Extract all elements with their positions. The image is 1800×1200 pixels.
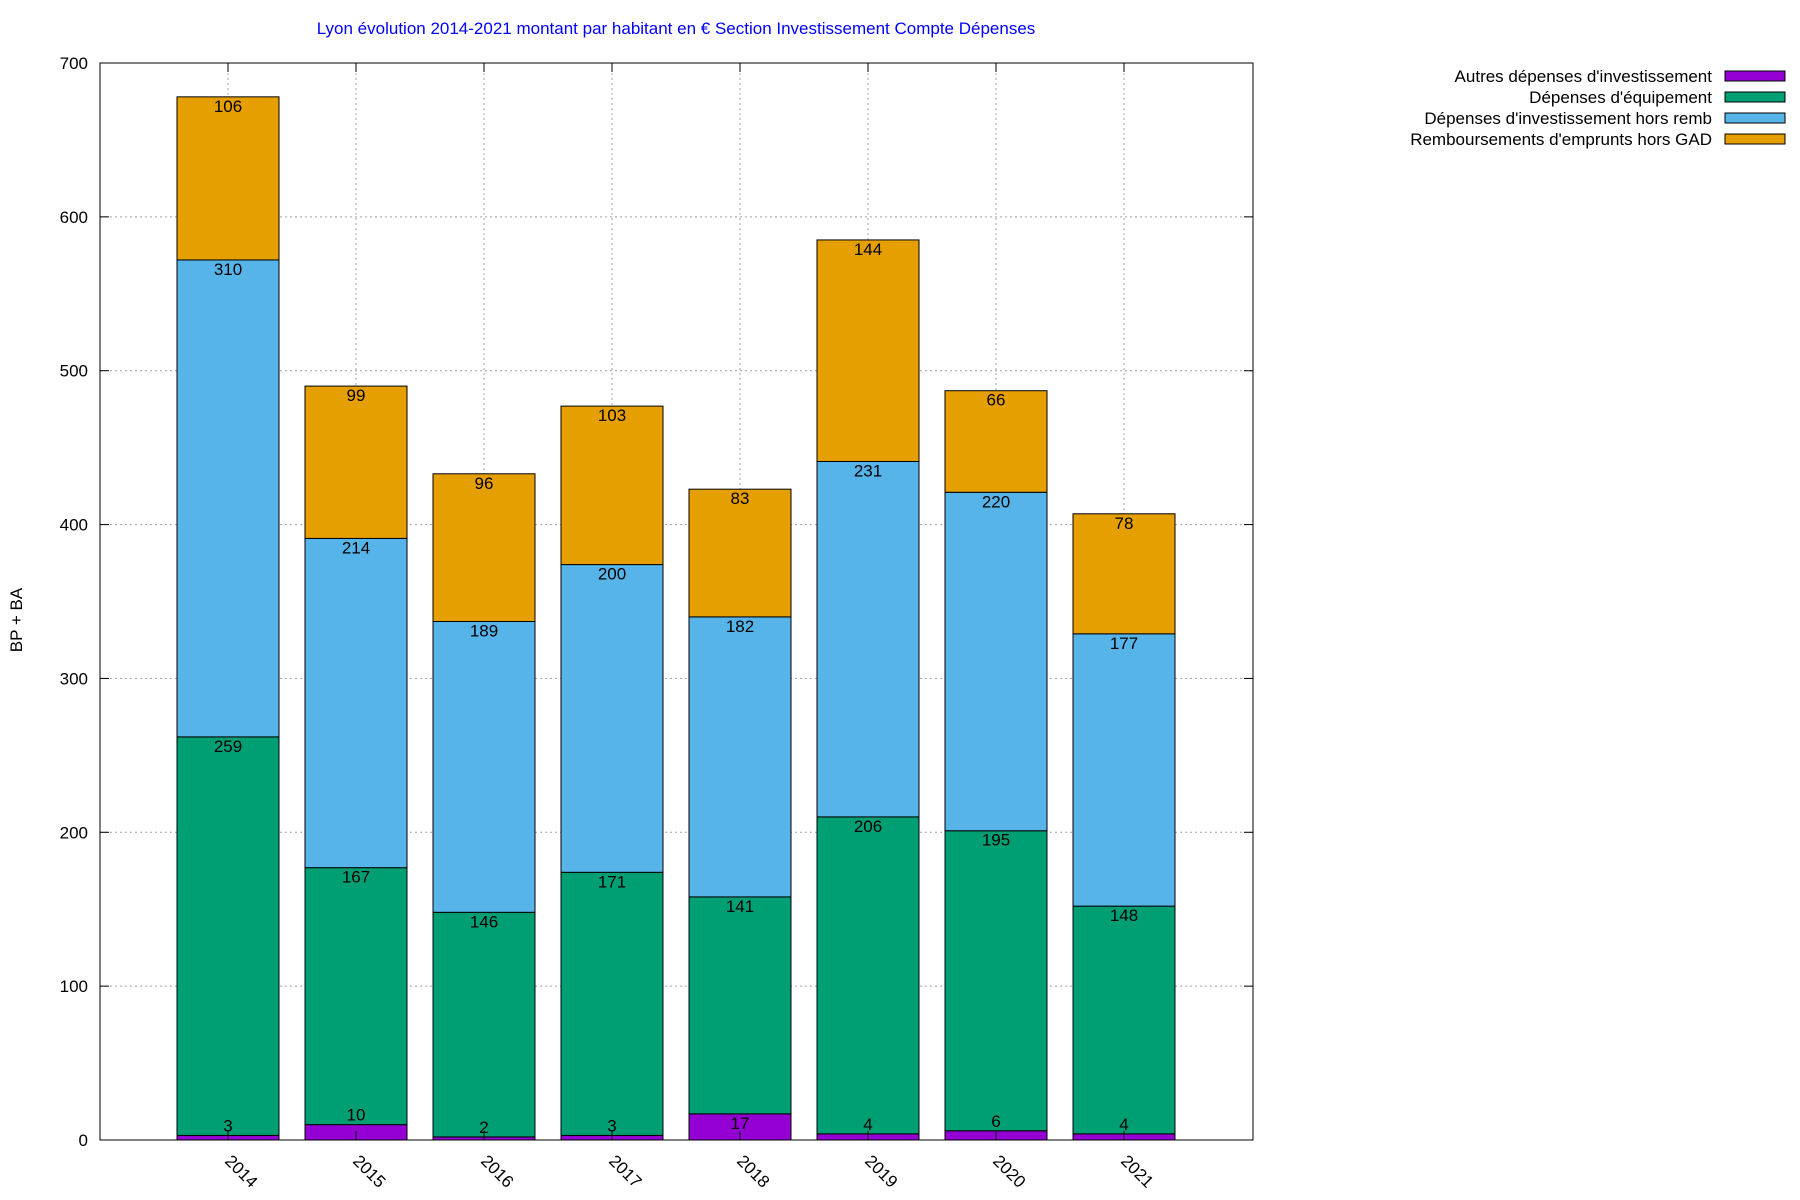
legend-label: Autres dépenses d'investissement	[1455, 67, 1713, 86]
data-label: 4	[863, 1115, 872, 1134]
y-tick-label: 700	[60, 54, 88, 73]
bar-segment	[304, 537, 408, 869]
y-tick-label: 300	[60, 669, 88, 688]
data-label: 214	[342, 538, 370, 557]
data-label: 99	[347, 386, 366, 405]
data-label: 4	[1119, 1115, 1128, 1134]
x-tick-label: 2015	[349, 1151, 389, 1191]
legend-swatch	[1724, 70, 1786, 82]
bar-segment	[944, 830, 1048, 1132]
bar-segment	[1072, 905, 1176, 1135]
bar-segment	[688, 896, 792, 1115]
data-label: 259	[214, 737, 242, 756]
y-axis-ticks: 0 100 200 300 400 500 600 700	[60, 54, 1253, 1150]
data-label: 3	[223, 1116, 232, 1135]
y-axis-label: BP + BA	[7, 587, 26, 652]
legend-label: Remboursements d'emprunts hors GAD	[1410, 130, 1712, 149]
bar-segment	[176, 259, 280, 738]
data-label: 189	[470, 622, 498, 641]
bar-segment	[816, 816, 920, 1135]
data-label: 200	[598, 565, 626, 584]
bar-segment	[944, 390, 1048, 493]
bar-segment	[304, 385, 408, 539]
data-label: 182	[726, 617, 754, 636]
bar-segment	[560, 871, 664, 1136]
data-label: 167	[342, 868, 370, 887]
legend-swatch	[1724, 112, 1786, 124]
data-label: 6	[991, 1112, 1000, 1131]
data-label: 310	[214, 260, 242, 279]
bar-segment	[944, 491, 1048, 832]
bar-segment	[688, 488, 792, 618]
data-label: 3	[607, 1116, 616, 1135]
data-label: 195	[982, 831, 1010, 850]
x-tick-label: 2016	[477, 1151, 517, 1191]
data-label: 17	[731, 1114, 750, 1133]
legend-label: Dépenses d'équipement	[1529, 88, 1712, 107]
grid	[100, 63, 1253, 1140]
bar-segment	[432, 473, 536, 623]
bar-segment	[560, 564, 664, 873]
bars	[176, 96, 1176, 1141]
data-label: 231	[854, 461, 882, 480]
data-label: 2	[479, 1118, 488, 1137]
legend-swatch	[1724, 91, 1786, 103]
y-tick-label: 0	[79, 1131, 88, 1150]
data-label: 148	[1110, 906, 1138, 925]
data-label: 96	[475, 474, 494, 493]
bar-segment	[432, 621, 536, 913]
data-label: 78	[1115, 514, 1134, 533]
data-label: 10	[347, 1106, 366, 1125]
data-label: 144	[854, 240, 882, 259]
legend-label: Dépenses d'investissement hors remb	[1424, 109, 1712, 128]
bar-segment	[816, 460, 920, 818]
y-tick-label: 100	[60, 977, 88, 996]
data-label: 206	[854, 817, 882, 836]
x-tick-label: 2019	[861, 1151, 901, 1191]
bar-segment	[1072, 513, 1176, 635]
data-labels: 3 259 310 106 10 167 214 99 2 146 189 96 3 171 200 103 1…	[214, 97, 1138, 1137]
data-label: 146	[470, 912, 498, 931]
data-label: 177	[1110, 634, 1138, 653]
data-label: 171	[598, 872, 626, 891]
bar-segment	[176, 96, 280, 261]
data-label: 220	[982, 492, 1010, 511]
y-tick-label: 600	[60, 208, 88, 227]
plot-border	[99, 62, 1254, 1141]
x-tick-label: 2021	[1117, 1151, 1157, 1191]
legend-swatch	[1724, 133, 1786, 145]
bar-segment	[816, 239, 920, 462]
data-label: 141	[726, 897, 754, 916]
data-label: 103	[598, 406, 626, 425]
x-tick-label: 2017	[605, 1151, 645, 1191]
bar-segment	[1072, 633, 1176, 907]
bar-segment	[688, 616, 792, 898]
y-tick-label: 400	[60, 516, 88, 535]
legend: Autres dépenses d'investissement Dépenses…	[1410, 67, 1786, 149]
y-tick-label: 200	[60, 823, 88, 842]
x-tick-label: 2020	[989, 1151, 1029, 1191]
y-tick-label: 500	[60, 362, 88, 381]
bar-segment	[176, 736, 280, 1136]
bar-segment	[304, 867, 408, 1126]
x-tick-label: 2018	[733, 1151, 773, 1191]
data-label: 106	[214, 97, 242, 116]
data-label: 83	[731, 489, 750, 508]
x-tick-label: 2014	[221, 1151, 261, 1191]
chart-title: Lyon évolution 2014-2021 montant par hab…	[317, 19, 1036, 38]
bar-segment	[560, 405, 664, 566]
bar-segment	[432, 911, 536, 1138]
data-label: 66	[987, 391, 1006, 410]
